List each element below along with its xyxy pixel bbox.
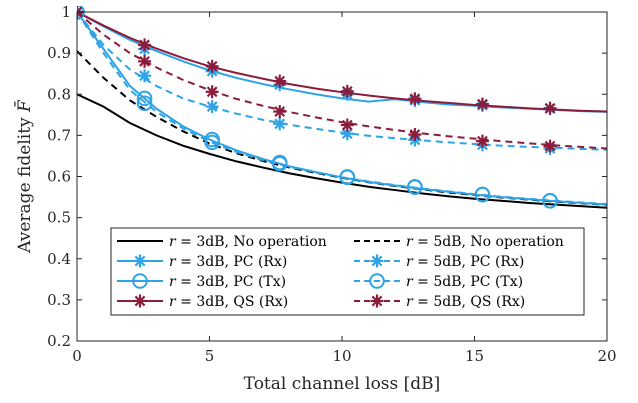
data-point-s5-8 [543,101,557,115]
data-point-s8-7 [475,134,489,148]
data-point-s4-2 [136,90,153,107]
legend-marker [370,294,384,308]
series-line-3 [77,11,607,113]
data-point-s5-5 [340,84,354,98]
legend-label: r = 5dB, No operation [406,234,564,250]
legend-marker [369,273,385,289]
data-point-s5-6 [408,92,422,106]
data-point-s6-2 [138,69,152,83]
legend-label: r = 3dB, No operation [169,234,327,250]
data-point-s7-6 [407,179,423,195]
data-point-s5-4 [273,74,287,88]
legend-label: r = 5dB, PC (Rx) [406,254,524,270]
data-point-s5-7 [475,97,489,111]
data-point-s7-5 [339,169,356,186]
series-line-7 [77,11,607,206]
x-tick-label: 10 [332,347,351,365]
data-point-s8-4 [273,105,287,119]
data-point-s8-5 [340,118,354,132]
y-tick-label: 0.3 [47,291,71,309]
series-line-5 [77,11,607,113]
data-point-s6-4 [273,117,287,131]
y-tick-label: 0.5 [47,209,71,227]
series-line-6 [77,11,607,151]
y-tick-label: 0.2 [47,332,71,350]
legend-marker [370,254,384,268]
axes: 0 5 10 15 20 0.2 0.3 0.4 0.5 0.6 0.7 0.8 0.9 1 Total c… [13,3,617,394]
data-point-s8-3 [205,85,219,99]
data-point-s6-5 [340,127,354,141]
y-axis-label: Average fidelity F̄ [13,99,35,254]
data-point-s8-2 [138,54,152,68]
y-axis-label-symbol: F̄ [13,99,35,113]
data-point-s7-4 [271,155,288,172]
x-axis-label: Total channel loss [dB] [244,374,441,394]
y-tick-label: 0.9 [47,44,71,62]
legend-label: r = 3dB, QS (Rx) [169,294,288,310]
data-point-s6-3 [205,100,219,114]
legend-label: r = 5dB, QS (Rx) [406,294,525,310]
legend-label: r = 5dB, PC (Tx) [406,274,523,290]
y-tick-label: 0.4 [47,250,71,268]
data-point-s7-3 [204,134,220,151]
data-point-s5-2 [138,38,152,52]
legend-marker [133,254,147,268]
legend: r = 3dB, No operation r = 5dB, No operati… [110,227,585,316]
y-tick-label: 0.8 [47,85,71,103]
y-tick-label: 0.7 [47,126,71,144]
x-tick-label: 5 [205,347,215,365]
series-line-1 [77,93,607,209]
legend-label: r = 3dB, PC (Tx) [169,274,286,290]
x-tick-label: 15 [465,347,484,365]
plot-area [77,6,607,209]
data-point-s7-8 [542,192,558,209]
legend-box [110,227,585,316]
data-point-s5-3 [205,59,219,73]
series-line-8 [77,11,607,150]
y-tick-label: 0.6 [47,168,71,186]
legend-label: r = 3dB, PC (Rx) [169,254,287,270]
x-tick-label: 20 [597,347,616,365]
data-point-s8-8 [543,139,557,153]
legend-marker [133,294,147,308]
y-axis-label-text: Average fidelity [15,112,35,254]
legend-marker [132,273,148,289]
x-tick-label: 0 [72,347,82,365]
data-point-s7-7 [474,186,491,203]
data-point-s7-2 [136,95,153,112]
y-tick-label: 1 [61,3,71,21]
data-point-s8-6 [408,128,422,142]
